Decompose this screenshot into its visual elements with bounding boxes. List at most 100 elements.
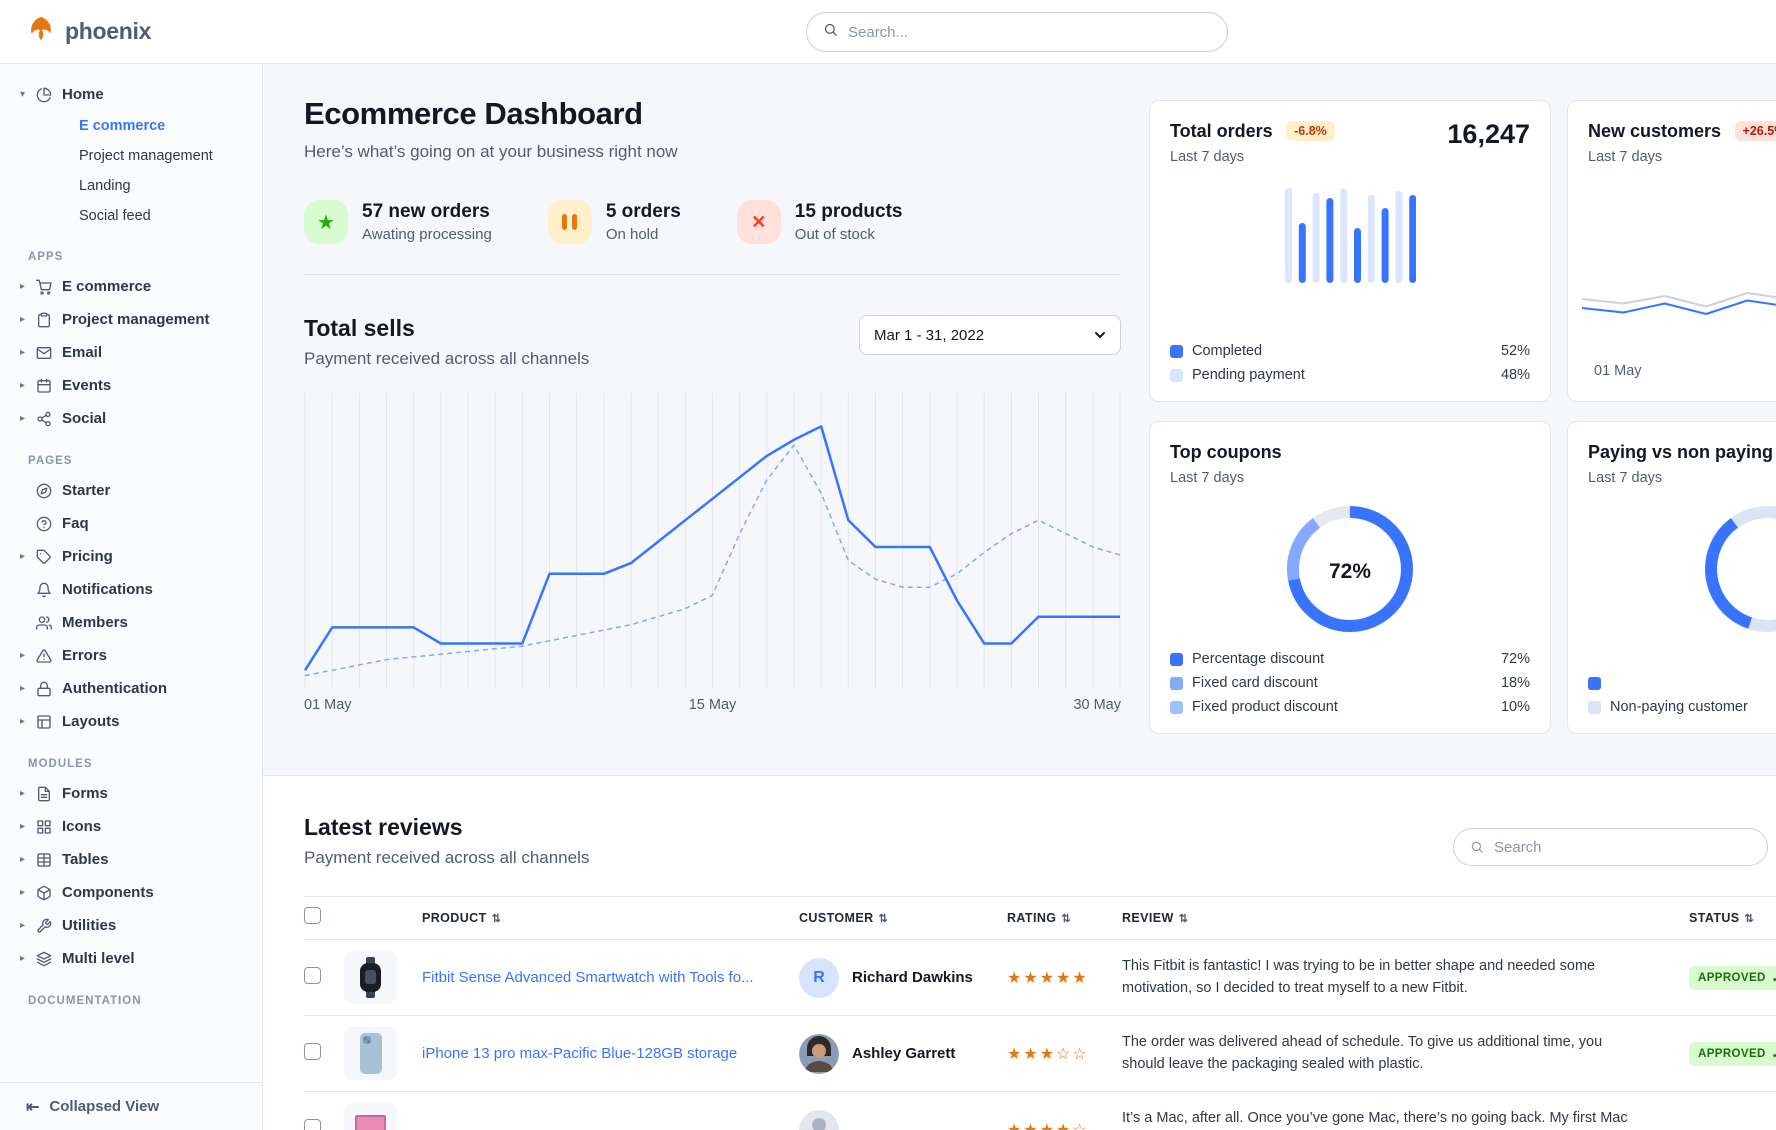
- stat-out-of-stock: ✕ 15 products Out of stock: [736, 200, 903, 244]
- row-checkbox[interactable]: [304, 1042, 321, 1060]
- rating-stars: ★★★★★: [1007, 968, 1122, 988]
- star-icon: ★: [1039, 1045, 1057, 1063]
- sidebar-item[interactable]: ▸ Pricing: [20, 548, 113, 565]
- layout-icon: [36, 714, 62, 730]
- sidebar-item[interactable]: ▸ Notifications: [20, 573, 252, 606]
- package-icon: [36, 885, 62, 901]
- sidebar-subitem[interactable]: Landing: [79, 178, 131, 194]
- review-text: This Fitbit is fantastic! I was trying t…: [1122, 958, 1596, 996]
- chevron-right-icon: ▸: [20, 551, 26, 562]
- brand[interactable]: phoenix: [0, 14, 151, 49]
- sidebar-item[interactable]: ▸ Social: [20, 410, 107, 427]
- sidebar-item[interactable]: ▸ Faq: [20, 507, 252, 540]
- reviews-search: [1453, 828, 1768, 866]
- column-header-rating[interactable]: RATING ⇅: [1007, 911, 1072, 925]
- share-icon: [36, 411, 62, 427]
- column-header-customer[interactable]: CUSTOMER ⇅: [799, 911, 889, 925]
- column-header-review[interactable]: REVIEW ⇅: [1122, 911, 1189, 925]
- sort-icon: ⇅: [878, 912, 889, 925]
- paying-donut-chart: [1705, 506, 1776, 632]
- section-title: DOCUMENTATION: [28, 995, 142, 1007]
- sidebar-subitem[interactable]: Project management: [79, 148, 213, 164]
- sidebar-item[interactable]: ▸ Icons: [20, 818, 102, 835]
- grid-icon: [36, 819, 62, 835]
- star-icon: ★: [1023, 1045, 1040, 1063]
- home-submenu: E commerce Project management Landing So…: [20, 111, 252, 231]
- total-orders-value: 16,247: [1447, 119, 1530, 149]
- app-header: phoenix: [0, 0, 1776, 64]
- sidebar-item[interactable]: ▸ Errors: [20, 647, 108, 664]
- sidebar-item[interactable]: ▸ Components: [20, 884, 154, 901]
- chevron-right-icon: ▸: [20, 854, 26, 865]
- rating-stars: ★★★★☆: [1007, 1120, 1122, 1130]
- section-title: PAGES: [28, 455, 73, 467]
- brand-name: phoenix: [65, 18, 152, 44]
- sidebar-item[interactable]: ▸ Utilities: [20, 917, 117, 934]
- sidebar-item[interactable]: ▸ Events: [20, 377, 112, 394]
- customer-name: Richard Dawkins: [852, 969, 973, 986]
- sidebar-section-pages: PAGES ▸ Starter ▸ Faq: [20, 455, 252, 738]
- latest-reviews-section: Latest reviews Payment received across a…: [263, 776, 1776, 1130]
- star-icon: ★: [1039, 969, 1057, 987]
- sidebar-item[interactable]: ▸ Starter: [20, 474, 252, 507]
- phoenix-logo-icon: [26, 14, 56, 49]
- search-icon: [823, 22, 838, 42]
- star-icon: ★: [304, 200, 348, 244]
- alert-icon: [36, 648, 62, 664]
- review-text: It’s a Mac, after all. Once you’ve gone …: [1122, 1110, 1628, 1127]
- sidebar-item[interactable]: ▸ Email: [20, 344, 103, 361]
- column-header-product[interactable]: PRODUCT ⇅: [422, 911, 502, 925]
- lock-icon: [36, 681, 62, 697]
- rating-stars: ★★★☆☆: [1007, 1044, 1122, 1064]
- sidebar-item[interactable]: ▸ Tables: [20, 851, 109, 868]
- mail-icon: [36, 345, 62, 361]
- legend-item: Percentage discount 72%: [1170, 647, 1530, 671]
- sidebar-item[interactable]: ▸ Layouts: [20, 713, 120, 730]
- sidebar-item-home[interactable]: ▾ Home: [20, 86, 104, 103]
- form-icon: [36, 786, 62, 802]
- review-row: Fitbit Sense Advanced Smartwatch with To…: [304, 940, 1776, 1016]
- column-header-status[interactable]: STATUS ⇅: [1689, 911, 1755, 925]
- calendar-icon: [36, 378, 62, 394]
- page-subtitle: Here’s what’s going on at your business …: [304, 142, 678, 161]
- sidebar-item[interactable]: ▸ Project management: [20, 311, 210, 328]
- date-range-select[interactable]: Mar 1 - 31, 2022: [859, 315, 1121, 355]
- chevron-down-icon: [1095, 332, 1105, 339]
- users-icon: [36, 615, 62, 631]
- card-title: New customers: [1588, 121, 1722, 141]
- total-sells-subtitle: Payment received across all channels: [304, 349, 590, 368]
- select-all-checkbox[interactable]: [304, 907, 321, 924]
- reviews-search-input[interactable]: [1494, 838, 1751, 856]
- sidebar-subitem[interactable]: Social feed: [79, 208, 151, 224]
- row-checkbox[interactable]: [304, 966, 321, 984]
- star-icon: ★: [1007, 969, 1024, 987]
- sidebar-item[interactable]: ▸ Multi level: [20, 950, 135, 967]
- sidebar-item[interactable]: ▸ Authentication: [20, 680, 167, 697]
- collapse-sidebar-button[interactable]: ⇤ Collapsed View: [0, 1082, 262, 1130]
- sidebar-item[interactable]: ▸ Members: [20, 606, 252, 639]
- review-row: ★★★★☆ It’s a Mac, after all. Once you’ve…: [304, 1092, 1776, 1130]
- search-input[interactable]: [848, 23, 1211, 41]
- status-badge: APPROVED✓: [1689, 1041, 1776, 1066]
- row-checkbox[interactable]: [304, 1118, 321, 1130]
- product-image-smartwatch[interactable]: [344, 951, 397, 1004]
- chevron-right-icon: ▸: [20, 887, 26, 898]
- product-link[interactable]: iPhone 13 pro max-Pacific Blue-128GB sto…: [422, 1045, 738, 1062]
- kpi-cards-grid: Total orders -6.8% Last 7 days 16,247 Co…: [1149, 100, 1776, 734]
- legend-item: Pending payment 48%: [1170, 363, 1530, 387]
- star-icon: ☆: [1056, 1045, 1073, 1063]
- sort-icon: ⇅: [1744, 912, 1755, 925]
- product-link[interactable]: Fitbit Sense Advanced Smartwatch with To…: [422, 969, 754, 986]
- check-icon: ✓: [1772, 1047, 1776, 1061]
- sidebar-subitem[interactable]: E commerce: [79, 118, 166, 134]
- sidebar-item[interactable]: ▸ E commerce: [20, 278, 152, 295]
- star-icon: ★: [1023, 1121, 1040, 1130]
- product-image-macbook[interactable]: [344, 1103, 397, 1130]
- card-title: Total orders: [1170, 121, 1273, 141]
- reviews-title: Latest reviews: [304, 814, 463, 840]
- total-sells-chart: [304, 393, 1121, 689]
- sidebar-item[interactable]: ▸ Forms: [20, 785, 108, 802]
- reviews-table: PRODUCT ⇅ CUSTOMER ⇅ RATING ⇅ REVIEW ⇅ STATU…: [304, 896, 1776, 1130]
- product-image-iphone[interactable]: [344, 1027, 397, 1080]
- table-header-row: PRODUCT ⇅ CUSTOMER ⇅ RATING ⇅ REVIEW ⇅ STATU…: [304, 896, 1776, 940]
